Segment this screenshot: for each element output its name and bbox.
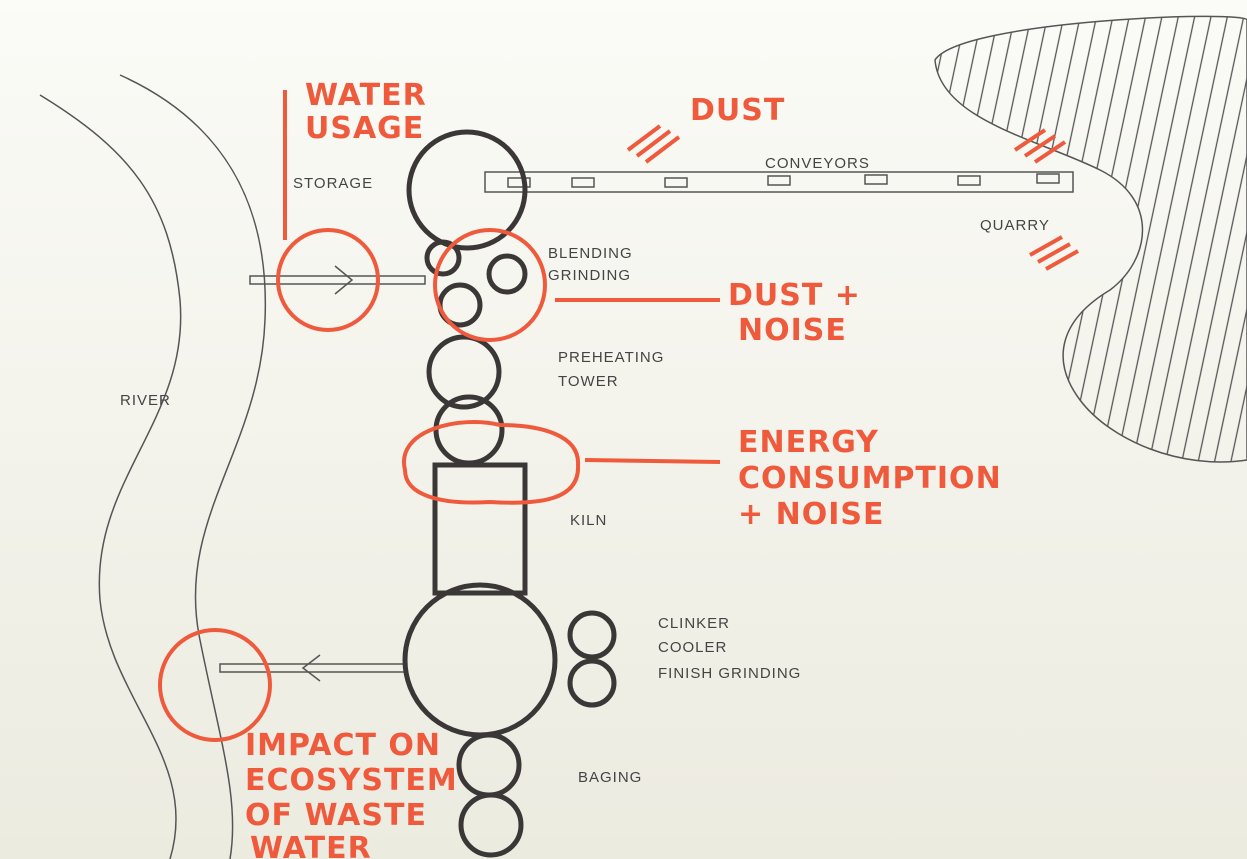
river-bank [39, 94, 182, 859]
annotation: USAGE [305, 111, 424, 146]
annotation: DUST + [728, 278, 861, 313]
annotation: WATER [250, 831, 372, 859]
annotation: ENERGY [738, 425, 879, 460]
annotation: + NOISE [738, 497, 884, 532]
quarry-area [934, 15, 1247, 463]
annotation: WATER [305, 78, 427, 113]
conveyor-cells [507, 173, 1060, 188]
label: BAGING [578, 769, 642, 786]
label: GRINDING [548, 267, 631, 284]
label: BLENDING [548, 245, 633, 262]
annotation: DUST [690, 93, 785, 128]
label: CLINKER [658, 615, 730, 632]
label: QUARRY [980, 217, 1050, 234]
annotation: CONSUMPTION [738, 461, 1002, 496]
label: RIVER [120, 392, 171, 409]
conveyor [484, 171, 1074, 193]
label: CONVEYORS [765, 155, 870, 172]
label: KILN [570, 512, 607, 529]
annotation: OF WASTE [245, 798, 427, 833]
annotation: NOISE [738, 313, 847, 348]
impact-marks [158, 90, 1079, 742]
label: FINISH GRINDING [658, 665, 801, 682]
river-bank [119, 74, 267, 859]
label: COOLER [658, 639, 727, 656]
label: PREHEATING [558, 349, 664, 366]
label: STORAGE [293, 175, 373, 192]
process-shapes [402, 129, 617, 858]
annotation: IMPACT ON [245, 728, 441, 763]
label: TOWER [558, 373, 619, 390]
annotation: ECOSYSTEM [245, 763, 458, 798]
